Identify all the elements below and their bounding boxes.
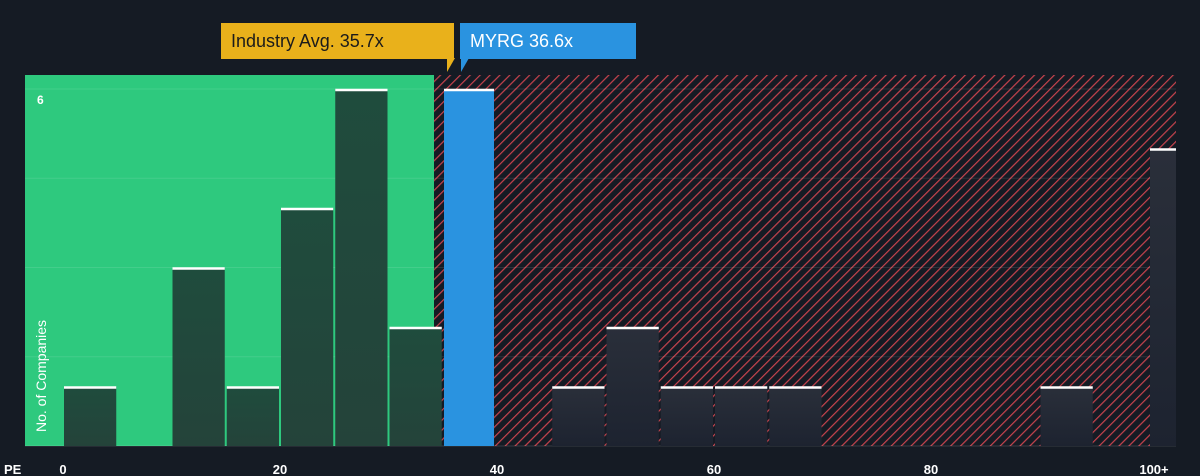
histogram-bar [660, 386, 713, 446]
histogram-bar [172, 267, 225, 446]
histogram-bar [552, 386, 605, 446]
x-tick-label: 20 [273, 462, 287, 476]
x-tick-label: 40 [490, 462, 504, 476]
histogram-bar [769, 386, 822, 446]
histogram-bar [281, 208, 334, 446]
histogram-bar [1040, 386, 1093, 446]
histogram-bar [389, 327, 442, 446]
y-axis-title: No. of Companies [33, 320, 49, 432]
histogram-bar [606, 327, 659, 446]
x-tick-label: 0 [59, 462, 66, 476]
company-pe-callout: MYRG 36.6x [460, 23, 636, 59]
histogram-bar [226, 386, 279, 446]
above-average-region [434, 75, 1176, 446]
x-tick-label: 100+ [1139, 462, 1169, 476]
x-tick-label: 80 [924, 462, 938, 476]
x-tick-label: 60 [707, 462, 721, 476]
x-axis-title: PE [4, 462, 22, 476]
industry-average-callout: Industry Avg. 35.7x [221, 23, 454, 59]
histogram-bar [1150, 148, 1176, 446]
industry-average-pointer [447, 58, 455, 72]
histogram-bar [64, 386, 117, 446]
company-pe-pointer [461, 58, 469, 72]
y-max-label: 6 [37, 93, 44, 107]
histogram-bar [335, 89, 388, 446]
company-bar [444, 89, 494, 446]
histogram-bar [715, 386, 768, 446]
